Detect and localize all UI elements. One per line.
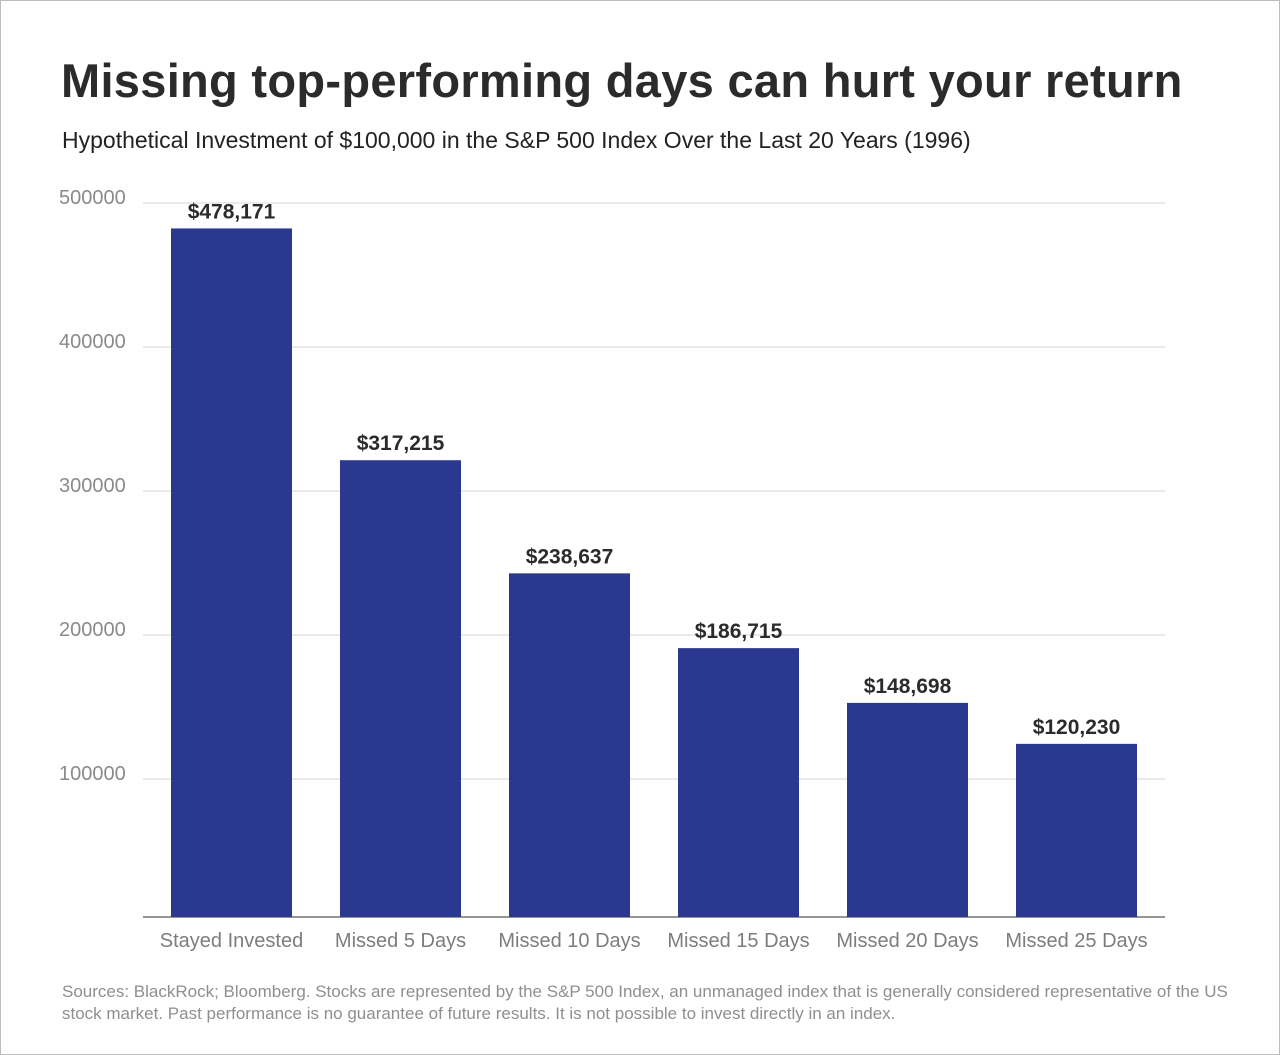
bar-value-label: $238,637	[526, 545, 614, 568]
bar	[509, 573, 630, 917]
y-tick-label: 100000	[59, 763, 126, 785]
source-note: Sources: BlackRock; Bloomberg. Stocks ar…	[62, 982, 1228, 1023]
y-tick-label: 500000	[59, 187, 126, 209]
x-category-label: Missed 20 Days	[836, 930, 978, 952]
x-category-label: Missed 5 Days	[335, 930, 466, 952]
bar	[340, 460, 461, 917]
x-category-label: Missed 10 Days	[498, 930, 640, 952]
x-category-label: Stayed Invested	[160, 930, 303, 952]
bars	[171, 228, 1137, 917]
bar-value-label: $186,715	[695, 620, 783, 643]
bar-value-label: $120,230	[1033, 716, 1121, 739]
y-tick-label: 200000	[59, 619, 126, 641]
y-tick-label: 300000	[59, 475, 126, 497]
x-category-label: Missed 15 Days	[667, 930, 809, 952]
chart-subtitle: Hypothetical Investment of $100,000 in t…	[62, 127, 971, 153]
chart-title: Missing top-performing days can hurt you…	[61, 54, 1183, 107]
bar	[678, 648, 799, 917]
bar-value-label: $317,215	[357, 432, 445, 455]
bar-value-label: $148,698	[864, 675, 952, 698]
bar	[847, 702, 968, 917]
bar-value-label: $478,171	[188, 200, 276, 223]
x-category-label: Missed 25 Days	[1005, 930, 1147, 952]
bar	[171, 228, 292, 917]
labels: 100000 200000 300000 400000 500000 $478,171 St…	[59, 187, 1148, 952]
bar	[1016, 743, 1137, 917]
y-tick-label: 400000	[59, 331, 126, 353]
gridlines	[143, 202, 1165, 918]
